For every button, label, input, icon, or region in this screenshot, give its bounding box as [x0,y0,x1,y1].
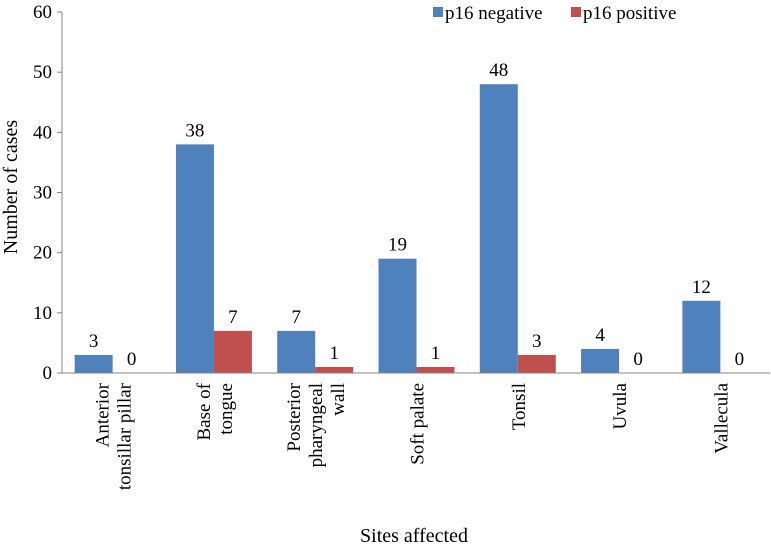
x-tick-line: pharyngeal [306,383,327,467]
x-tick-label: Posteriorpharyngealwall [284,382,349,467]
x-tick-label: Uvula [610,382,631,429]
x-tick-text: Uvula [610,382,631,429]
bar [213,330,252,373]
legend-swatch [571,7,581,17]
x-tick-text: Soft palate [408,383,429,465]
data-label: 38 [185,120,204,141]
data-label: 19 [388,235,407,256]
data-label: 0 [735,349,745,370]
bar [74,354,113,373]
bar [479,84,518,373]
x-tick-label: Soft palate [408,383,429,465]
data-label: 7 [228,307,238,328]
data-label: 3 [89,331,99,352]
data-label: 1 [329,343,339,364]
x-tick-line: Anterior [93,382,114,447]
x-tick-line: Soft palate [408,383,429,465]
x-tick-label: Tonsil [509,383,530,430]
bar [277,330,316,373]
data-labels: 3 0 38 7 7 1 19 1 48 3 4 0 12 0 [89,60,744,370]
x-tick-line: Tonsil [509,383,530,430]
x-tick-line: Vallecula [711,382,732,453]
x-tick-text: Tonsil [509,383,530,430]
bar [315,366,354,373]
legend: p16 negative p16 positive [433,3,676,24]
legend-label: p16 negative [445,3,543,24]
data-label: 12 [692,277,711,298]
data-label: 0 [633,349,643,370]
data-label: 1 [431,343,441,364]
x-tick-text: Posteriorpharyngealwall [284,382,349,467]
x-axis: Anteriortonsillar pillar Base oftongue Pos… [62,372,770,490]
y-tick-label: 30 [33,183,52,204]
x-tick-label: Base oftongue [194,382,237,440]
x-tick-line: tongue [216,383,237,435]
y-axis-title: Number of cases [0,120,22,255]
data-label: 4 [595,325,605,346]
bar [517,354,556,373]
x-axis-title: Sites affected [360,525,468,545]
bar [416,366,455,373]
data-label: 7 [291,307,301,328]
bar [175,144,214,373]
legend-swatch [433,7,443,17]
y-tick-label: 40 [33,122,52,143]
data-label: 0 [127,349,137,370]
data-label: 3 [532,331,542,352]
bars [74,84,721,373]
y-tick-label: 20 [33,243,52,264]
x-tick-line: Uvula [610,382,631,429]
x-tick-line: Posterior [284,382,305,451]
y-tick-label: 50 [33,62,52,83]
x-tick-line: Base of [194,382,215,440]
bar [378,258,417,373]
y-tick-label: 0 [43,363,53,384]
y-tick-label: 60 [33,2,52,23]
x-tick-text: Anteriortonsillar pillar [93,382,136,490]
bar [682,300,721,373]
x-tick-label: Anteriortonsillar pillar [93,382,136,490]
x-tick-line: tonsillar pillar [115,382,136,490]
data-label: 48 [489,60,508,81]
x-tick-line: wall [328,383,349,416]
legend-label: p16 positive [583,3,676,24]
x-tick-text: Base oftongue [194,382,237,440]
bar [581,348,620,373]
x-tick-text: Vallecula [711,382,732,453]
x-tick-label: Vallecula [711,382,732,453]
y-tick-label: 10 [33,303,52,324]
y-axis: 0 10 20 30 40 50 60 [33,2,63,384]
